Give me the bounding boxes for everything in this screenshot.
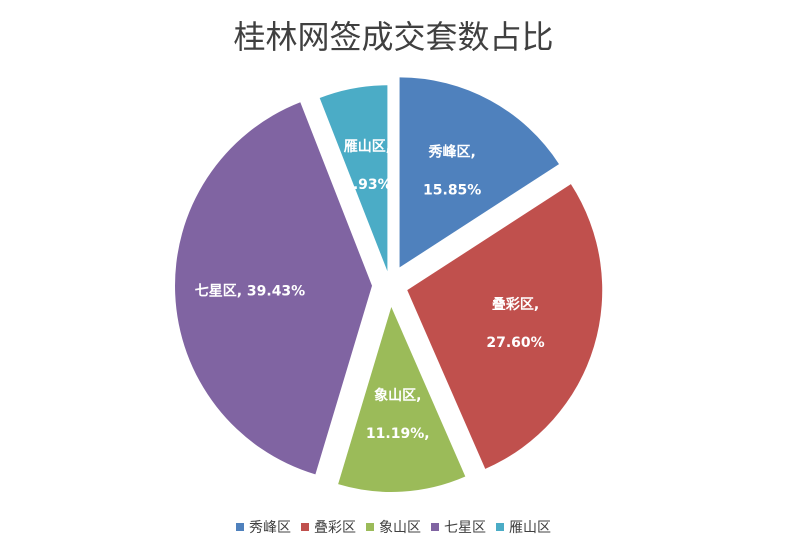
legend-swatch-1 (236, 523, 244, 531)
slice-label-4-line-1: 七星区, 39.43% (195, 284, 306, 300)
slice-label-3-line-2: 11.19%, (366, 426, 430, 442)
legend-label-4: 七星区 (444, 520, 486, 536)
slice-label-2-line-2: 27.60% (486, 335, 544, 351)
pie-slices (175, 77, 603, 492)
legend-swatch-2 (301, 523, 309, 531)
slice-labels: 秀峰区, 15.85% 叠彩区, 27.60% 象山区, 11.19%, 七星区, 39.4… (195, 139, 545, 442)
slice-label-2-line-1: 叠彩区, (492, 296, 539, 313)
chart-title: 桂林网签成交套数占比 (233, 18, 554, 56)
slice-label-1-line-2: 15.85% (423, 183, 481, 199)
slice-label-3-line-1: 象山区, (374, 387, 421, 404)
legend-label-3: 象山区 (379, 520, 421, 536)
legend-item-2[interactable]: 叠彩区 (301, 517, 356, 537)
legend: 秀峰区 叠彩区 象山区 七星区 雁山区 (0, 517, 787, 537)
pie-slice-4 (175, 102, 373, 475)
legend-item-4[interactable]: 七星区 (431, 517, 486, 537)
legend-item-5[interactable]: 雁山区 (496, 517, 551, 537)
legend-swatch-5 (496, 523, 504, 531)
legend-swatch-3 (366, 523, 374, 531)
pie-slice-3 (338, 306, 466, 492)
slice-label-5-line-1: 雁山区, (344, 139, 391, 155)
legend-swatch-4 (431, 523, 439, 531)
legend-label-1: 秀峰区 (249, 520, 291, 536)
slice-label-5-line-2: 5.93% (343, 177, 392, 193)
slice-label-1-line-1: 秀峰区, (428, 144, 476, 161)
pie-slice-2 (407, 184, 603, 469)
pie-slice-1 (399, 77, 560, 268)
legend-label-5: 雁山区 (509, 520, 551, 536)
legend-item-3[interactable]: 象山区 (366, 517, 421, 537)
legend-label-2: 叠彩区 (314, 520, 356, 536)
pie-slice-5 (319, 85, 388, 272)
legend-item-1[interactable]: 秀峰区 (236, 517, 291, 537)
